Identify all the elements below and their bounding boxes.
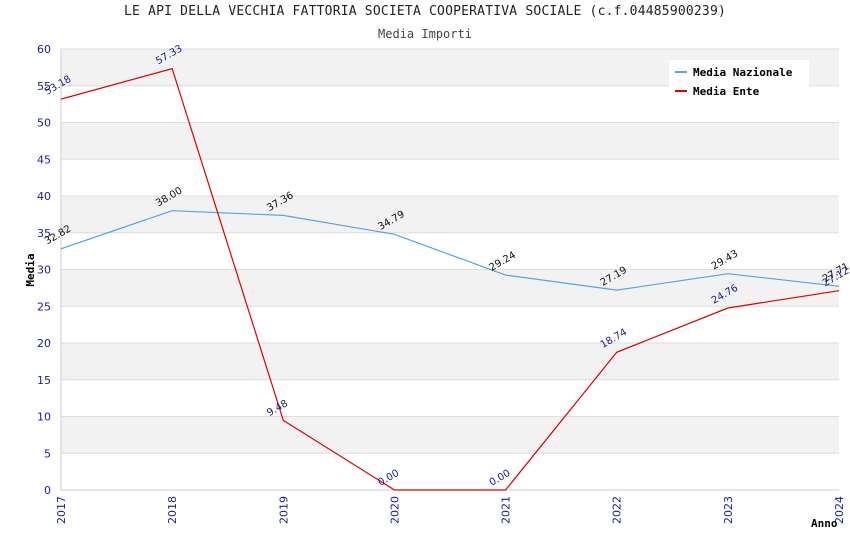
x-tick-label: 2018 [166,496,179,524]
grid-band [61,122,839,160]
series-line-media-nazionale [60,210,840,291]
grid-band [61,196,839,233]
x-axis-label: Anno [811,517,838,530]
y-tick-label: 10 [37,411,51,424]
x-tick-label: 2020 [388,496,401,524]
x-tick-label: 2021 [500,496,513,524]
grid-band [61,416,839,454]
x-tick-label: 2017 [55,496,68,524]
y-tick-label: 5 [44,447,51,460]
x-tick-label: 2019 [277,496,290,524]
y-tick-label: 0 [44,484,51,497]
data-label: 0.00 [376,468,401,489]
y-tick-label: 35 [37,227,51,240]
data-label: 53.18 [43,74,73,98]
y-tick-label: 60 [37,43,51,56]
x-tick-label: 2022 [611,496,624,524]
legend-label: Media Ente [693,85,760,98]
y-tick-label: 30 [37,264,51,277]
y-tick-label: 25 [37,300,51,313]
series-line-media-ente [60,67,840,491]
y-tick-label: 55 [37,80,51,93]
data-label: 29.43 [710,248,740,272]
data-label: 9.48 [265,398,290,419]
legend-label: Media Nazionale [693,66,793,79]
chart-subtitle: Media Importi [378,27,472,41]
y-tick-label: 40 [37,190,51,203]
grid-band [61,269,839,307]
x-tick-label: 2024 [833,496,846,524]
y-tick-label: 45 [37,153,51,166]
legend-box [669,60,809,98]
y-tick-label: 15 [37,374,51,387]
y-tick-label: 50 [37,117,51,130]
y-axis-label: Media [24,253,37,286]
grid-band [61,343,839,380]
x-tick-label: 2023 [722,496,735,524]
y-tick-label: 20 [37,337,51,350]
chart-title: LE API DELLA VECCHIA FATTORIA SOCIETA CO… [124,4,726,19]
